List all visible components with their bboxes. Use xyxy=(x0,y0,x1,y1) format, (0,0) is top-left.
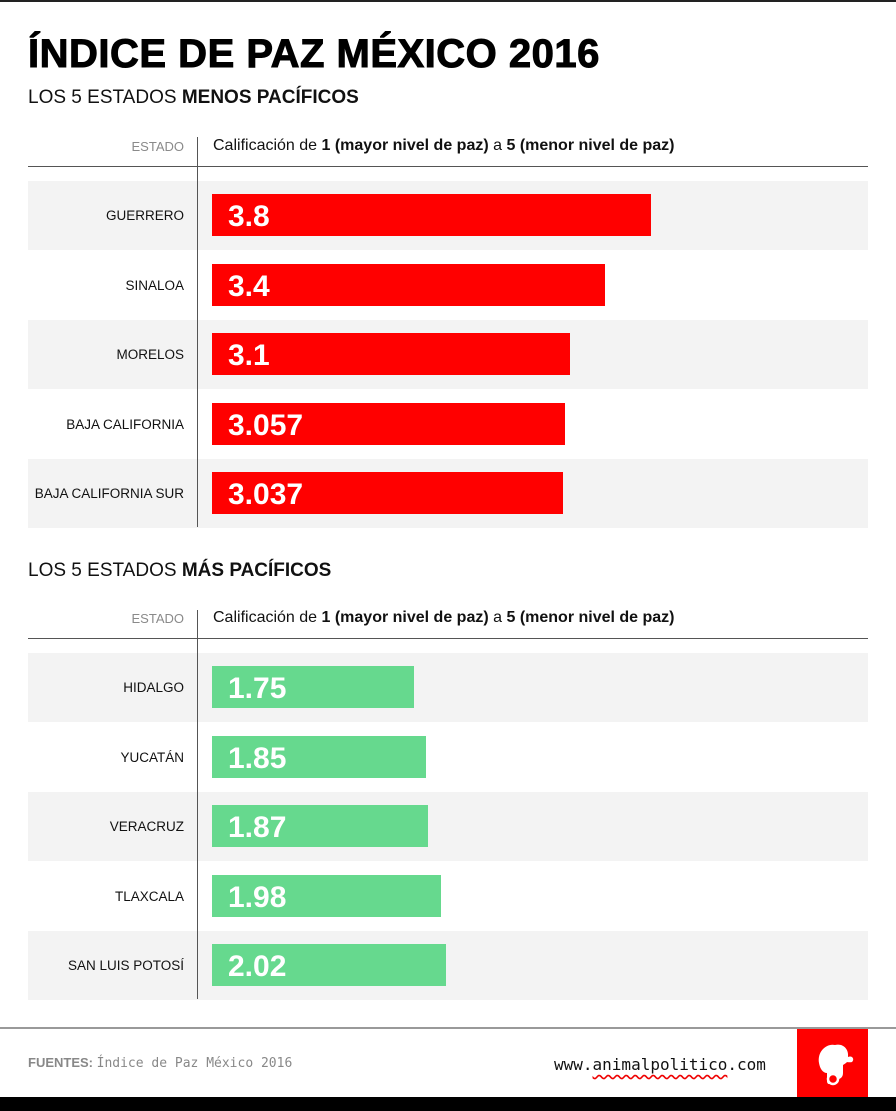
chart-row: BAJA CALIFORNIA SUR 3.037 xyxy=(28,459,868,528)
scale-mid: a xyxy=(488,137,507,154)
category-label: BAJA CALIFORNIA SUR xyxy=(34,486,184,501)
scale-max: 5 (menor nivel de paz) xyxy=(506,137,675,154)
scale-min: 1 (mayor nivel de paz) xyxy=(321,137,489,154)
category-label: YUCATÁN xyxy=(120,749,184,765)
bar-value-label: 2.02 xyxy=(228,950,287,983)
column-header-estado: ESTADO xyxy=(131,611,185,626)
category-label: SINALOA xyxy=(125,277,184,293)
chart-row: VERACRUZ 1.87 xyxy=(28,792,868,861)
chart-row: YUCATÁN 1.85 xyxy=(28,723,868,792)
section-title-most-peaceful: LOS 5 ESTADOS MÁS PACÍFICOS xyxy=(28,560,331,582)
column-header-scale: Calificación de 1 (mayor nivel de paz) a… xyxy=(213,137,675,155)
chart-row: SINALOA 3.4 xyxy=(28,251,868,320)
footer-divider xyxy=(0,1027,896,1029)
scale-max: 5 (menor nivel de paz) xyxy=(506,609,675,626)
animalpolitico-logo[interactable] xyxy=(797,1029,868,1097)
bar: 1.85 xyxy=(212,735,426,778)
scale-mid: a xyxy=(488,609,507,626)
chart-row: MORELOS 3.1 xyxy=(28,320,868,389)
chart-row: SAN LUIS POTOSÍ 2.02 xyxy=(28,931,868,1000)
chart-row: BAJA CALIFORNIA 3.057 xyxy=(28,390,868,459)
category-label: BAJA CALIFORNIA xyxy=(66,416,184,432)
bar-value-label: 3.037 xyxy=(228,478,304,511)
category-label: SAN LUIS POTOSÍ xyxy=(67,958,184,973)
scale-pre: Calificación de xyxy=(213,609,322,626)
bar-value-label: 3.4 xyxy=(228,269,270,303)
bar-value-label: 3.1 xyxy=(228,339,270,372)
bar: 2.02 xyxy=(212,944,446,986)
url-prefix: www. xyxy=(554,1055,593,1074)
chart-row: HIDALGO 1.75 xyxy=(28,653,868,722)
label-axis-line xyxy=(197,610,198,999)
section-title-prefix: LOS 5 ESTADOS xyxy=(28,87,182,108)
bar-value-label: 3.8 xyxy=(228,200,270,233)
scale-pre: Calificación de xyxy=(213,137,322,154)
site-url[interactable]: www.animalpolitico.com xyxy=(554,1055,766,1074)
bar-value-label: 1.98 xyxy=(228,880,287,914)
bar: 3.1 xyxy=(212,333,570,375)
bottom-band xyxy=(0,1097,896,1111)
bar: 1.75 xyxy=(212,666,414,708)
chart-row: TLAXCALA 1.98 xyxy=(28,862,868,931)
bar-value-label: 1.75 xyxy=(228,672,287,705)
animalpolitico-elephant-icon xyxy=(818,1044,854,1086)
bar-value-label: 3.057 xyxy=(228,408,304,442)
category-label: TLAXCALA xyxy=(114,888,184,904)
category-label: HIDALGO xyxy=(123,680,184,695)
header-divider xyxy=(28,166,868,167)
header-divider xyxy=(28,638,868,639)
page-title: ÍNDICE DE PAZ MÉXICO 2016 xyxy=(28,32,600,77)
url-brand: animalpolitico xyxy=(592,1055,728,1074)
label-axis-line xyxy=(197,137,198,527)
bar: 1.87 xyxy=(212,805,428,847)
category-label: VERACRUZ xyxy=(109,819,184,834)
url-suffix: .com xyxy=(727,1055,766,1074)
bar-value-label: 1.87 xyxy=(228,811,287,844)
chart-row: GUERRERO 3.8 xyxy=(28,181,868,250)
category-label: MORELOS xyxy=(116,347,184,362)
bar: 3.8 xyxy=(212,194,651,236)
bar: 3.057 xyxy=(212,402,565,445)
category-label: GUERRERO xyxy=(105,208,184,223)
sources-note: FUENTES: Índice de Paz México 2016 xyxy=(28,1055,292,1071)
sources-text: Índice de Paz México 2016 xyxy=(96,1056,293,1071)
bar: 1.98 xyxy=(212,874,441,917)
scale-min: 1 (mayor nivel de paz) xyxy=(321,609,489,626)
bar: 3.037 xyxy=(212,472,563,514)
column-header-estado: ESTADO xyxy=(131,139,185,154)
column-header-scale: Calificación de 1 (mayor nivel de paz) a… xyxy=(213,609,675,627)
section-title-prefix: LOS 5 ESTADOS xyxy=(28,560,182,581)
bar: 3.4 xyxy=(212,263,605,306)
section-title-bold: MENOS PACÍFICOS xyxy=(181,87,359,108)
section-title-bold: MÁS PACÍFICOS xyxy=(181,560,332,581)
section-title-least-peaceful: LOS 5 ESTADOS MENOS PACÍFICOS xyxy=(28,87,359,109)
sources-label: FUENTES: xyxy=(28,1055,93,1070)
top-rule xyxy=(0,0,896,2)
bar-value-label: 1.85 xyxy=(228,741,287,775)
